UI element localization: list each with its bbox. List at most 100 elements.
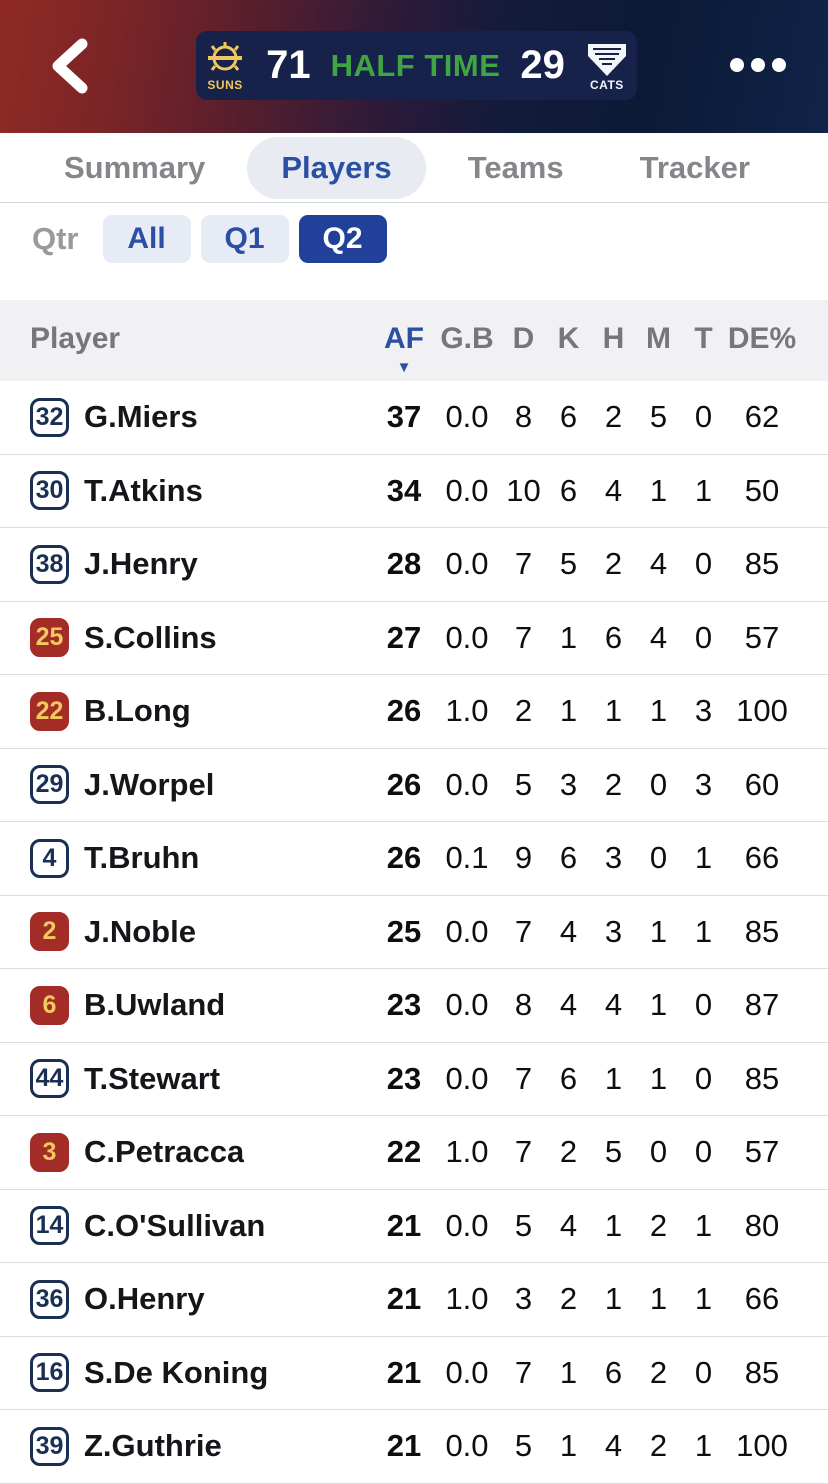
- player-row[interactable]: 2 J.Noble 25 0.0 7 4 3 1 1 85: [0, 896, 828, 969]
- player-row[interactable]: 14 C.O'Sullivan 21 0.0 5 4 1 2 1 80: [0, 1190, 828, 1263]
- stat-d: 5: [514, 766, 533, 802]
- quarter-option-q2[interactable]: Q2: [298, 215, 387, 263]
- player-cell: 16 S.De Koning: [30, 1353, 375, 1393]
- stat-af: 25: [386, 913, 422, 949]
- stat-de: 85: [744, 546, 780, 582]
- player-row[interactable]: 3 C.Petracca 22 1.0 7 2 5 0 0 57: [0, 1116, 828, 1190]
- column-header-de[interactable]: DE%: [727, 322, 797, 355]
- player-row[interactable]: 25 S.Collins 27 0.0 7 1 6 4 0 57: [0, 602, 828, 675]
- column-header-t[interactable]: T: [681, 322, 726, 356]
- player-name: Z.Guthrie: [84, 1428, 222, 1464]
- chevron-left-icon: [48, 37, 92, 98]
- stat-t: 1: [694, 913, 713, 949]
- player-row[interactable]: 6 B.Uwland 23 0.0 8 4 4 1 0 87: [0, 969, 828, 1043]
- stat-m: 1: [649, 1281, 668, 1317]
- player-row[interactable]: 16 S.De Koning 21 0.0 7 1 6 2 0 85: [0, 1337, 828, 1410]
- stat-k: 2: [559, 1281, 578, 1317]
- player-row[interactable]: 22 B.Long 26 1.0 2 1 1 1 3 100: [0, 675, 828, 749]
- stat-d: 9: [514, 840, 533, 876]
- stat-gb: 1.0: [445, 1281, 489, 1317]
- stat-d: 7: [514, 546, 533, 582]
- tab-summary[interactable]: Summary: [30, 137, 239, 199]
- player-cell: 6 B.Uwland: [30, 985, 375, 1025]
- player-cell: 29 J.Worpel: [30, 765, 375, 805]
- player-name: O.Henry: [84, 1281, 205, 1317]
- player-cell: 22 B.Long: [30, 691, 375, 731]
- jumper-number-badge: 14: [30, 1206, 69, 1246]
- stat-t: 0: [694, 546, 713, 582]
- player-name: S.De Koning: [84, 1354, 269, 1390]
- stat-de: 85: [744, 1354, 780, 1390]
- stat-d: 8: [514, 987, 533, 1023]
- stat-h: 2: [604, 766, 623, 802]
- stat-de: 60: [744, 766, 780, 802]
- stat-gb: 0.0: [445, 619, 489, 655]
- player-row[interactable]: 39 Z.Guthrie 21 0.0 5 1 4 2 1 100: [0, 1410, 828, 1484]
- stat-d: 7: [514, 619, 533, 655]
- stat-m: 1: [649, 987, 668, 1023]
- ellipsis-icon: [730, 58, 786, 72]
- stat-d: 3: [514, 1281, 533, 1317]
- player-table-header: Player AF ▼ G.B D K H M T DE%: [0, 300, 828, 381]
- jumper-number-badge: 16: [30, 1353, 69, 1393]
- stat-de: 50: [744, 472, 780, 508]
- stat-gb: 0.0: [445, 766, 489, 802]
- section-tabbar: Summary Players Teams Tracker: [0, 133, 828, 203]
- stat-de: 80: [744, 1207, 780, 1243]
- column-header-h[interactable]: H: [591, 322, 636, 356]
- quarter-option-q1[interactable]: Q1: [200, 215, 289, 263]
- jumper-number-badge: 25: [30, 618, 69, 658]
- column-header-d[interactable]: D: [501, 322, 546, 356]
- more-options-button[interactable]: [724, 52, 792, 78]
- tab-teams[interactable]: Teams: [434, 137, 598, 199]
- stat-de: 66: [744, 840, 780, 876]
- jumper-number-badge: 2: [30, 912, 69, 952]
- stat-gb: 0.0: [445, 1428, 489, 1464]
- stat-h: 2: [604, 399, 623, 435]
- player-row[interactable]: 38 J.Henry 28 0.0 7 5 2 4 0 85: [0, 528, 828, 602]
- stat-af: 21: [386, 1281, 422, 1317]
- player-row[interactable]: 36 O.Henry 21 1.0 3 2 1 1 1 66: [0, 1263, 828, 1337]
- cats-logo-icon: CATS: [585, 40, 629, 91]
- stat-af: 21: [386, 1207, 422, 1243]
- stat-h: 2: [604, 546, 623, 582]
- stat-t: 1: [694, 840, 713, 876]
- stat-af: 34: [386, 472, 422, 508]
- stat-h: 4: [604, 1428, 623, 1464]
- stat-m: 1: [649, 1060, 668, 1096]
- quarter-option-all[interactable]: All: [102, 215, 191, 263]
- player-row[interactable]: 30 T.Atkins 34 0.0 10 6 4 1 1 50: [0, 455, 828, 528]
- column-header-m[interactable]: M: [636, 322, 681, 356]
- stat-d: 7: [514, 1134, 533, 1170]
- stat-h: 4: [604, 987, 623, 1023]
- player-row[interactable]: 29 J.Worpel 26 0.0 5 3 2 0 3 60: [0, 749, 828, 822]
- jumper-number-badge: 6: [30, 985, 69, 1025]
- stat-d: 8: [514, 399, 533, 435]
- player-row[interactable]: 4 T.Bruhn 26 0.1 9 6 3 0 1 66: [0, 822, 828, 896]
- match-status: HALF TIME: [330, 47, 501, 83]
- jumper-number-badge: 30: [30, 471, 69, 511]
- stat-m: 2: [649, 1428, 668, 1464]
- stat-k: 1: [559, 619, 578, 655]
- column-header-af[interactable]: AF ▼: [375, 322, 433, 375]
- stat-k: 4: [559, 913, 578, 949]
- player-row[interactable]: 44 T.Stewart 23 0.0 7 6 1 1 0 85: [0, 1043, 828, 1116]
- player-name: G.Miers: [84, 399, 198, 435]
- stat-af: 21: [386, 1428, 422, 1464]
- column-header-player[interactable]: Player: [30, 322, 375, 356]
- stat-af: 26: [386, 840, 422, 876]
- back-button[interactable]: [40, 36, 100, 98]
- tab-tracker[interactable]: Tracker: [606, 137, 784, 199]
- stat-m: 1: [649, 472, 668, 508]
- stat-gb: 0.0: [445, 1207, 489, 1243]
- home-team-abbr: SUNS: [207, 78, 243, 92]
- tab-players[interactable]: Players: [247, 136, 426, 199]
- column-header-k[interactable]: K: [546, 322, 591, 356]
- jumper-number-badge: 3: [30, 1132, 69, 1172]
- column-header-gb[interactable]: G.B: [433, 322, 501, 356]
- player-cell: 25 S.Collins: [30, 618, 375, 658]
- stat-gb: 0.1: [445, 840, 489, 876]
- stat-af: 22: [386, 1134, 422, 1170]
- player-row[interactable]: 32 G.Miers 37 0.0 8 6 2 5 0 62: [0, 381, 828, 455]
- jumper-number-badge: 29: [30, 765, 69, 805]
